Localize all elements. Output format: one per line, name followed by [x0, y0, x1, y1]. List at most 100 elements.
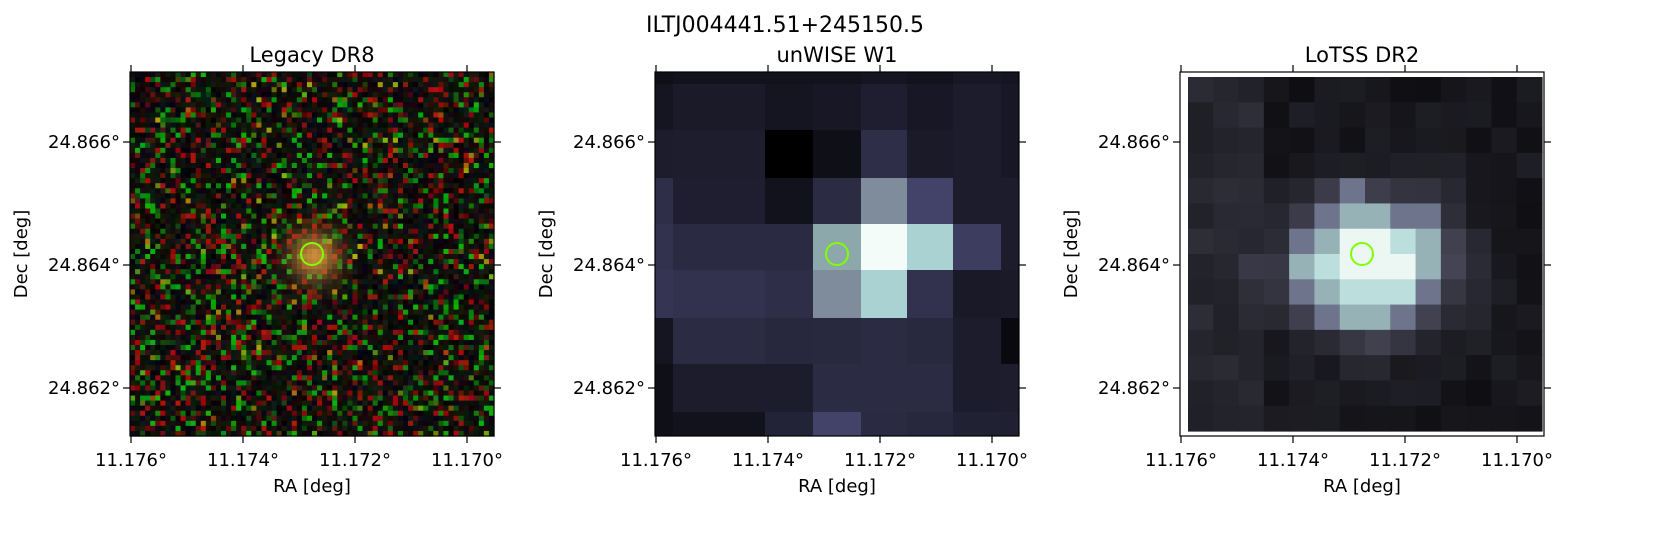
- image-pixel: [387, 82, 394, 88]
- image-pixel: [322, 294, 328, 301]
- image-pixel: [327, 289, 333, 296]
- image-pixel: [408, 259, 414, 265]
- image-pixel: [397, 274, 404, 280]
- image-pixel: [458, 299, 465, 306]
- image-pixel: [488, 264, 495, 270]
- image-pixel: [433, 92, 439, 98]
- image-pixel: [205, 157, 212, 164]
- image-pixel: [291, 168, 298, 174]
- image-pixel: [135, 208, 141, 215]
- image-pixel: [312, 152, 318, 159]
- image-pixel: [170, 218, 177, 225]
- image-pixel: [256, 259, 263, 265]
- image-pixel: [377, 324, 384, 331]
- image-pixel: [327, 350, 333, 356]
- image-pixel: [236, 279, 242, 285]
- image-pixel: [337, 279, 343, 285]
- image-pixel: [468, 223, 475, 230]
- image-pixel: [185, 309, 192, 316]
- image-pixel: [231, 390, 237, 397]
- image-pixel: [322, 112, 328, 119]
- image-pixel: [312, 92, 318, 98]
- image-pixel: [261, 97, 268, 103]
- image-pixel: [195, 350, 202, 356]
- image-pixel: [296, 117, 303, 124]
- image-pixel: [155, 410, 161, 417]
- image-pixel: [397, 102, 404, 108]
- image-pixel: [135, 289, 141, 296]
- image-pixel: [246, 420, 252, 427]
- image-pixel: [418, 157, 424, 164]
- image-pixel: [332, 243, 338, 250]
- image-pixel: [362, 238, 369, 245]
- image-pixel: [291, 289, 298, 296]
- image-pixel: [372, 122, 379, 129]
- image-pixel: [317, 279, 323, 285]
- image-pixel: [387, 188, 394, 194]
- image-pixel: [251, 152, 257, 159]
- image-pixel: [306, 370, 313, 376]
- image-pixel: [175, 279, 182, 285]
- image-pixel: [266, 203, 273, 210]
- image-pixel: [195, 92, 202, 98]
- image-pixel: [372, 218, 379, 225]
- image-pixel: [362, 345, 369, 351]
- image-pixel: [190, 395, 197, 402]
- image-pixel: [483, 117, 490, 124]
- image-pixel: [438, 97, 445, 103]
- image-pixel: [478, 163, 485, 169]
- image-pixel: [317, 142, 323, 149]
- image-pixel: [246, 208, 252, 215]
- image-pixel: [306, 248, 313, 255]
- image-pixel: [261, 233, 268, 240]
- image-pixel: [403, 324, 409, 331]
- image-pixel: [367, 299, 374, 306]
- image-pixel: [327, 390, 333, 397]
- image-pixel: [286, 92, 293, 98]
- image-pixel: [226, 183, 232, 189]
- image-pixel: [478, 284, 485, 290]
- image-pixel: [342, 127, 348, 134]
- image-pixel: [428, 152, 434, 159]
- image-pixel: [403, 264, 409, 270]
- image-pixel: [140, 279, 146, 285]
- image-pixel: [367, 97, 374, 103]
- image-pixel: [301, 329, 308, 336]
- image-pixel: [135, 102, 141, 108]
- image-pixel: [327, 228, 333, 235]
- image-pixel: [170, 157, 177, 164]
- image-pixel: [458, 254, 465, 260]
- image-pixel: [140, 324, 146, 331]
- image-pixel: [367, 339, 374, 346]
- image-pixel: [291, 339, 298, 346]
- image-pixel: [301, 228, 308, 235]
- image-pixel: [251, 360, 257, 366]
- image-pixel: [271, 284, 278, 290]
- image-pixel: [170, 163, 177, 169]
- image-pixel: [423, 82, 429, 88]
- image-pixel: [372, 309, 379, 316]
- image-pixel: [392, 82, 399, 88]
- image-pixel: [190, 142, 197, 149]
- image-pixel: [352, 117, 359, 124]
- image-pixel: [423, 117, 429, 124]
- image-pixel: [281, 355, 288, 361]
- image-pixel: [291, 72, 298, 78]
- image-pixel: [342, 72, 348, 78]
- image-pixel: [357, 324, 364, 331]
- image-pixel: [468, 284, 475, 290]
- image-pixel: [423, 350, 429, 356]
- image-pixel: [261, 213, 268, 220]
- image-pixel: [382, 304, 389, 311]
- image-pixel: [478, 243, 485, 250]
- image-pixel: [276, 410, 283, 417]
- image-pixel: [332, 345, 338, 351]
- image-pixel: [221, 248, 227, 255]
- image-pixel: [423, 345, 429, 351]
- image-pixel: [458, 238, 465, 245]
- image-pixel: [130, 284, 136, 290]
- image-pixel: [190, 415, 197, 422]
- image-pixel: [362, 334, 369, 341]
- image-pixel: [296, 264, 303, 270]
- image-pixel: [332, 183, 338, 189]
